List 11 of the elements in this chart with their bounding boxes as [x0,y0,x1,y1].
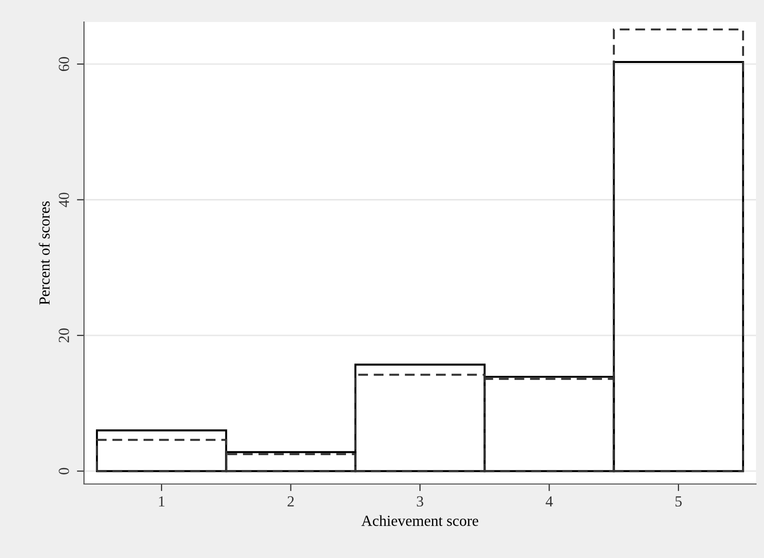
x-tick-label: 4 [546,496,553,506]
x-tick-label: 1 [159,496,164,506]
y-tick-label: 0 [58,468,70,474]
y-tick-label: 60 [58,57,70,72]
y-tick-label: 40 [58,192,70,208]
y-tick-label: 20 [58,328,70,342]
x-tick-label: 3 [416,496,424,507]
x-tick-label: 5 [676,496,682,507]
y-axis-title: Percent of scores [38,201,50,305]
x-tick-label: 2 [288,496,294,506]
x-axis-title: Achievement score [361,515,478,526]
